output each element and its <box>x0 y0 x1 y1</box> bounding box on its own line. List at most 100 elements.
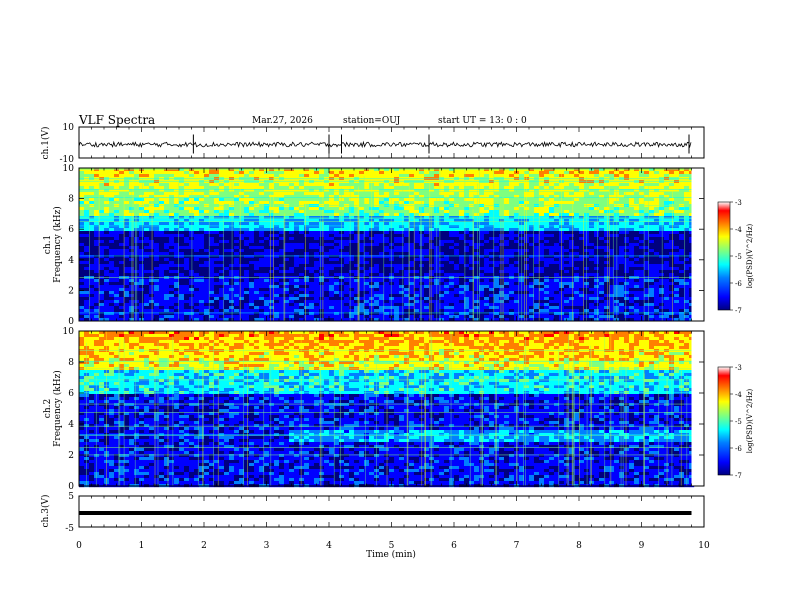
spectrogram-cell <box>594 219 600 223</box>
spectrogram-cell <box>179 189 185 193</box>
spectrogram-cell <box>374 168 380 172</box>
spectrogram-cell <box>104 216 110 220</box>
spectrogram-cell <box>619 279 625 283</box>
spectrogram-cell <box>509 168 515 172</box>
spectrogram-cell <box>394 279 400 283</box>
spectrogram-cell <box>389 183 395 187</box>
spectrogram-cell <box>574 183 580 187</box>
spectrogram-cell <box>309 195 315 199</box>
spectrogram-cell <box>534 228 540 232</box>
spectrogram-cell <box>649 222 655 226</box>
spectrogram-cell <box>144 174 150 178</box>
spectrogram-cell <box>429 189 435 193</box>
spectrogram-cell <box>374 210 380 214</box>
spectrogram-cell <box>144 168 150 172</box>
spectrogram-cell <box>104 201 110 205</box>
spectrogram-cell <box>464 270 470 274</box>
spectrogram-cell <box>204 246 210 250</box>
spectrogram-cell <box>514 273 520 277</box>
spectrogram-cell <box>359 273 365 277</box>
spectrogram-cell <box>429 240 435 244</box>
spectrogram-cell <box>439 183 445 187</box>
spectrogram-cell <box>504 267 510 271</box>
spectrogram-cell <box>304 252 310 256</box>
spectrogram-cell <box>209 186 215 190</box>
spectrogram-cell <box>444 261 450 265</box>
spectrogram-cell <box>479 282 485 286</box>
spectrogram-cell <box>404 213 410 217</box>
spectrogram-cell <box>569 258 575 262</box>
spectrogram-cell <box>549 255 555 259</box>
spectrogram-cell <box>294 246 300 250</box>
spectrogram-cell <box>164 258 170 262</box>
spectrogram-cell <box>154 273 160 277</box>
spectrogram-cell <box>89 255 95 259</box>
spectrogram-cell <box>389 273 395 277</box>
spectrogram-cell <box>579 210 585 214</box>
spectrogram-cell <box>359 222 365 226</box>
spectrogram-cell <box>659 246 665 250</box>
spectrogram-cell <box>569 174 575 178</box>
spectrogram-cell <box>334 210 340 214</box>
spectrogram-cell <box>89 249 95 253</box>
spectrogram-cell <box>404 189 410 193</box>
spectrogram-cell <box>254 243 260 247</box>
spectrogram-cell <box>249 210 255 214</box>
spectrogram-cell <box>234 237 240 241</box>
spectrogram-cell <box>159 180 165 184</box>
spectrogram-cell <box>364 288 370 292</box>
spectrogram-cell <box>344 198 350 202</box>
spectrogram-cell <box>364 228 370 232</box>
spectrogram-cell <box>509 222 515 226</box>
spectrogram-cell <box>389 243 395 247</box>
spectrogram-cell <box>84 207 90 211</box>
spectrogram-cell <box>674 168 680 172</box>
spectrogram-cell <box>639 240 645 244</box>
spectrogram-cell <box>594 198 600 202</box>
spectrogram-cell <box>419 195 425 199</box>
spectrogram-cell <box>144 231 150 235</box>
spectrogram-cell <box>649 192 655 196</box>
spectrogram-cell <box>124 267 130 271</box>
spectrogram-cell <box>139 246 145 250</box>
spectrogram-cell <box>444 180 450 184</box>
spectrogram-cell <box>489 234 495 238</box>
spectrogram-cell <box>399 225 405 229</box>
spectrogram-cell <box>654 198 660 202</box>
spectrogram-cell <box>154 231 160 235</box>
spectrogram-cell <box>489 252 495 256</box>
spectrogram-cell <box>629 261 635 265</box>
spectrogram-cell <box>414 255 420 259</box>
spectrogram-cell <box>399 270 405 274</box>
spectrogram-cell <box>479 255 485 259</box>
spectrogram-cell <box>204 282 210 286</box>
spectrogram-cell <box>464 201 470 205</box>
spectrogram-cell <box>234 264 240 268</box>
spectrogram-cell <box>304 213 310 217</box>
spectrogram-cell <box>349 222 355 226</box>
spectrogram-cell <box>549 264 555 268</box>
spectrogram-cell <box>414 207 420 211</box>
spectrogram-cell <box>499 168 505 172</box>
spectrogram-cell <box>314 261 320 265</box>
spectrogram-cell <box>209 273 215 277</box>
spectrogram-cell <box>504 183 510 187</box>
spectrogram-cell <box>309 174 315 178</box>
spectrogram-cell <box>194 282 200 286</box>
spectrogram-cell <box>464 267 470 271</box>
spectrogram-cell <box>384 243 390 247</box>
spectrogram-cell <box>564 189 570 193</box>
spectrogram-cell <box>149 168 155 172</box>
spectrogram-cell <box>609 171 615 175</box>
spectrogram-cell <box>109 213 115 217</box>
spectrogram-cell <box>624 207 630 211</box>
spectrogram-cell <box>479 216 485 220</box>
spectrogram-cell <box>624 252 630 256</box>
spectrogram-cell <box>389 192 395 196</box>
spectrogram-cell <box>494 195 500 199</box>
spectrogram-cell <box>224 249 230 253</box>
spectrogram-cell <box>424 279 430 283</box>
spectrogram-cell <box>359 237 365 241</box>
spectrogram-cell <box>349 219 355 223</box>
spectrogram-cell <box>609 282 615 286</box>
